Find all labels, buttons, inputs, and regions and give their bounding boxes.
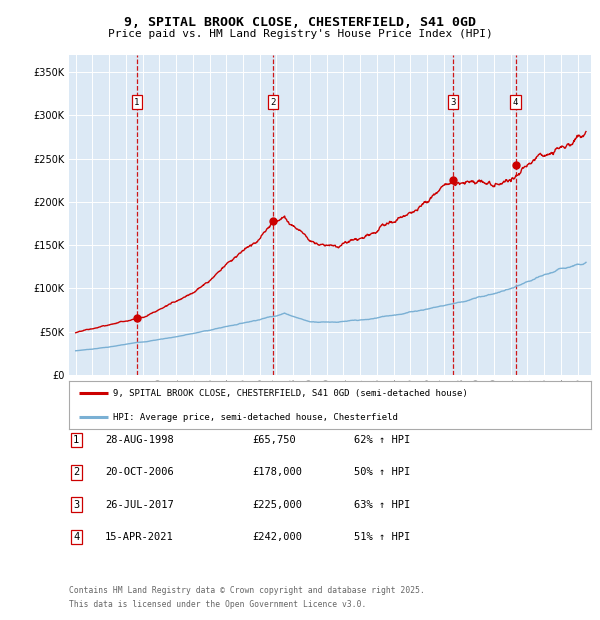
Text: 1: 1: [134, 98, 140, 107]
Text: 3: 3: [73, 500, 79, 510]
Text: 50% ↑ HPI: 50% ↑ HPI: [354, 467, 410, 477]
Text: £178,000: £178,000: [252, 467, 302, 477]
Text: This data is licensed under the Open Government Licence v3.0.: This data is licensed under the Open Gov…: [69, 600, 367, 609]
Text: £225,000: £225,000: [252, 500, 302, 510]
Text: 4: 4: [513, 98, 518, 107]
Text: 26-JUL-2017: 26-JUL-2017: [105, 500, 174, 510]
Text: 9, SPITAL BROOK CLOSE, CHESTERFIELD, S41 0GD: 9, SPITAL BROOK CLOSE, CHESTERFIELD, S41…: [124, 16, 476, 29]
Text: Price paid vs. HM Land Registry's House Price Index (HPI): Price paid vs. HM Land Registry's House …: [107, 29, 493, 38]
Text: 20-OCT-2006: 20-OCT-2006: [105, 467, 174, 477]
Text: 51% ↑ HPI: 51% ↑ HPI: [354, 532, 410, 542]
Text: 63% ↑ HPI: 63% ↑ HPI: [354, 500, 410, 510]
Text: 1: 1: [73, 435, 79, 445]
Text: 28-AUG-1998: 28-AUG-1998: [105, 435, 174, 445]
Text: 3: 3: [451, 98, 456, 107]
Text: 15-APR-2021: 15-APR-2021: [105, 532, 174, 542]
Text: £65,750: £65,750: [252, 435, 296, 445]
Text: HPI: Average price, semi-detached house, Chesterfield: HPI: Average price, semi-detached house,…: [113, 413, 398, 422]
Text: 9, SPITAL BROOK CLOSE, CHESTERFIELD, S41 0GD (semi-detached house): 9, SPITAL BROOK CLOSE, CHESTERFIELD, S41…: [113, 389, 468, 398]
Text: Contains HM Land Registry data © Crown copyright and database right 2025.: Contains HM Land Registry data © Crown c…: [69, 586, 425, 595]
Text: 4: 4: [73, 532, 79, 542]
Text: 62% ↑ HPI: 62% ↑ HPI: [354, 435, 410, 445]
Text: £242,000: £242,000: [252, 532, 302, 542]
Text: 2: 2: [73, 467, 79, 477]
Text: 2: 2: [271, 98, 276, 107]
